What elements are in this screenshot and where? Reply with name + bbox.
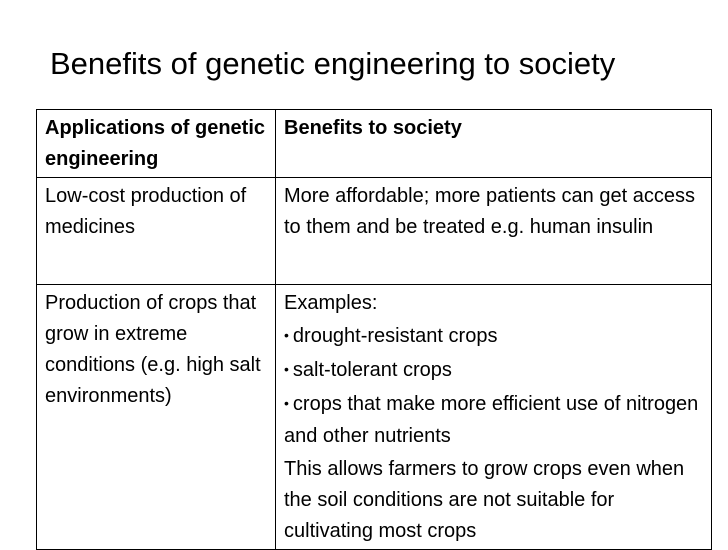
- header-applications: Applications of genetic engineering: [36, 109, 276, 178]
- bullet-icon: •: [284, 327, 289, 343]
- bullet-text: salt-tolerant crops: [292, 359, 452, 381]
- bullet-item: • drought-resistant crops: [284, 321, 705, 353]
- examples-label: Examples:: [284, 292, 378, 314]
- benefits-table: Applications of genetic engineering Bene…: [36, 109, 712, 550]
- table-row: Low-cost production of medicines More af…: [36, 177, 712, 285]
- benefit-summary: This allows farmers to grow crops even w…: [284, 458, 685, 542]
- bullet-icon: •: [284, 395, 289, 411]
- bullet-item: • crops that make more efficient use of n…: [284, 389, 705, 452]
- application-cell: Low-cost production of medicines: [36, 177, 276, 285]
- slide-title: Benefits of genetic engineering to socie…: [50, 46, 616, 81]
- header-benefits: Benefits to society: [275, 109, 712, 178]
- benefit-cell: Examples: • drought-resistant crops • salt…: [275, 284, 712, 550]
- bullet-icon: •: [284, 361, 289, 377]
- bullet-item: • salt-tolerant crops: [284, 355, 705, 387]
- table-row: Production of crops that grow in extreme…: [36, 284, 712, 550]
- bullet-text: crops that make more efficient use of ni…: [284, 393, 699, 447]
- table-header-row: Applications of genetic engineering Bene…: [36, 109, 712, 178]
- application-cell: Production of crops that grow in extreme…: [36, 284, 276, 550]
- benefit-cell: More affordable; more patients can get a…: [275, 177, 712, 285]
- bullet-text: drought-resistant crops: [292, 325, 498, 347]
